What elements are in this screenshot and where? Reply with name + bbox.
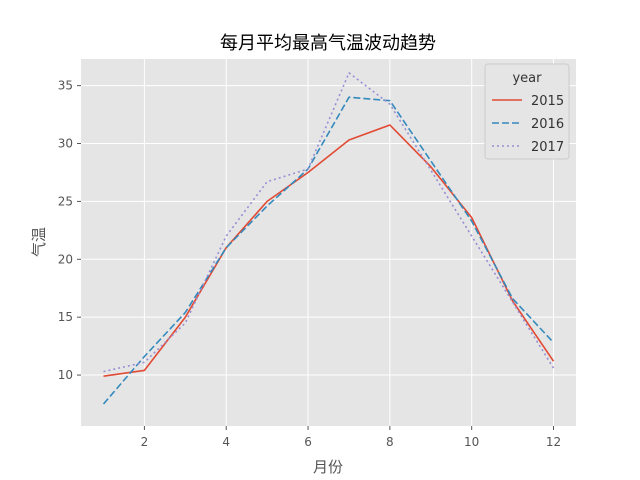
- legend-label-2016: 2016: [531, 117, 564, 132]
- x-tick-label: 12: [546, 435, 561, 449]
- legend-title: year: [512, 71, 542, 86]
- x-axis-label: 月份: [313, 458, 343, 476]
- x-tick-label: 2: [141, 435, 149, 449]
- y-tick-label: 35: [58, 79, 73, 93]
- x-tick-label: 6: [304, 435, 312, 449]
- legend-label-2017: 2017: [531, 140, 564, 155]
- y-tick-label: 10: [58, 368, 73, 382]
- y-tick-label: 30: [58, 137, 73, 151]
- series-lines: [102, 72, 555, 405]
- x-tick-label: 10: [464, 435, 479, 449]
- y-axis-label: 气温: [30, 227, 48, 257]
- chart-title: 每月平均最高气温波动趋势: [220, 33, 436, 54]
- series-line-2016: [102, 96, 555, 405]
- y-axis-ticks: 10 15 20 25 30 35: [58, 79, 81, 382]
- legend-box: [484, 63, 570, 160]
- y-tick-label: 20: [58, 252, 73, 266]
- y-tick-label: 25: [58, 194, 73, 208]
- legend-items: 2015 2016 2017: [492, 94, 564, 155]
- legend-label-2015: 2015: [531, 94, 564, 109]
- x-tick-label: 4: [222, 435, 230, 449]
- series-line-2015: [103, 124, 555, 377]
- x-axis-ticks: 2 4 6 8 10 12: [141, 426, 561, 449]
- y-tick-label: 15: [58, 310, 73, 324]
- x-tick-label: 8: [386, 435, 394, 449]
- legend: year 2015 2016 2017: [484, 63, 570, 160]
